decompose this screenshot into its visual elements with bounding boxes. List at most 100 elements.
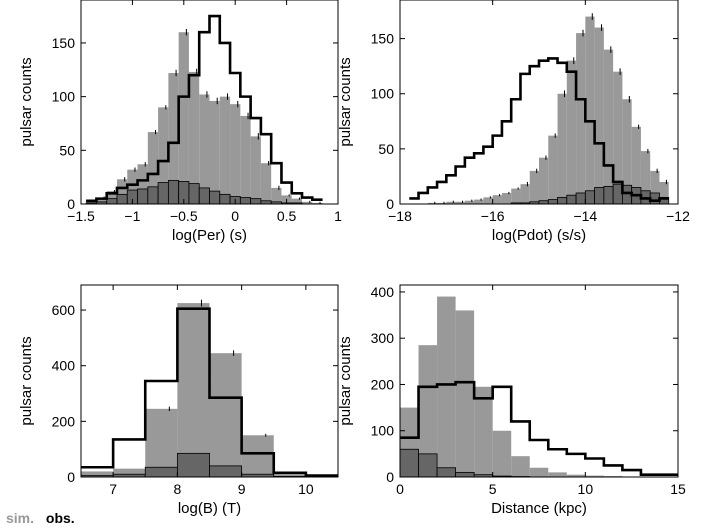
obs-bar — [594, 187, 605, 205]
obs-bar — [209, 465, 243, 478]
sim-bar — [631, 126, 641, 204]
plot-frame — [399, 284, 679, 478]
y-tick-label: 200 — [52, 413, 76, 429]
sim-bar — [145, 408, 178, 477]
sim-bar — [219, 96, 231, 204]
distance-histogram-panel: 0 5 10 15 0 100 200 300 400 Distance (kpc) pulsar … — [337, 284, 686, 517]
sim-bar — [178, 32, 189, 204]
sim-bar — [106, 191, 117, 204]
x-tick-label: 10 — [578, 481, 594, 497]
obs-bar — [455, 471, 475, 478]
model-step-line — [409, 57, 669, 202]
sim-bar — [492, 195, 502, 204]
sim-bar — [576, 33, 586, 204]
sim-bar — [529, 170, 539, 204]
sim-bar — [209, 353, 242, 477]
sim-bar — [594, 27, 604, 205]
obs-bar — [198, 187, 210, 205]
x-tick-label: 1 — [334, 208, 342, 224]
sim-bar — [271, 187, 282, 204]
sim-bar — [86, 200, 97, 204]
obs-bar — [418, 453, 438, 478]
sim-bar — [548, 472, 567, 477]
field-histogram-panel: 7 8 9 10 0 200 400 600 log(B) (T) pulsar counts — [18, 284, 339, 517]
plot-frame — [80, 0, 339, 205]
sim-bar — [199, 94, 210, 204]
y-tick-label: 100 — [371, 423, 395, 439]
sim-bar — [511, 456, 530, 477]
sim-bar — [168, 73, 179, 204]
x-tick-label: 7 — [109, 481, 117, 497]
obs-bar — [603, 185, 614, 205]
model-step-line — [81, 307, 338, 477]
model-step-line — [400, 380, 678, 476]
sim-bar — [96, 197, 107, 204]
sim-bar — [622, 99, 632, 204]
x-tick-label: 0 — [396, 481, 404, 497]
x-axis-label: Distance (kpc) — [491, 500, 587, 517]
obs-bar — [239, 197, 252, 205]
obs-bar — [575, 192, 586, 205]
sim-bar — [474, 386, 493, 477]
x-tick-label: −12 — [666, 208, 690, 224]
obs-bar — [219, 193, 231, 205]
y-tick-label: 200 — [371, 376, 395, 392]
sim-bar — [273, 474, 306, 477]
y-tick-label: 100 — [52, 89, 76, 105]
sim-bar — [427, 202, 438, 204]
obs-bar — [399, 448, 419, 478]
sim-bar — [520, 184, 530, 204]
x-axis-label: log(Pdot) (s/s) — [492, 227, 586, 244]
x-tick-label: −14 — [573, 208, 597, 224]
sim-bar — [548, 135, 558, 204]
x-tick-label: 15 — [670, 481, 686, 497]
x-tick-label: −0.5 — [170, 208, 198, 224]
y-tick-label: 0 — [67, 196, 75, 212]
sim-bar — [483, 197, 493, 204]
x-tick-label: −18 — [388, 208, 412, 224]
y-axis-label: pulsar counts — [337, 57, 354, 146]
obs-bar — [209, 190, 221, 205]
sim-bar — [474, 199, 484, 204]
obs-bar — [106, 198, 118, 205]
x-axis-label: log(B) (T) — [178, 500, 241, 517]
sim-bar — [603, 49, 614, 205]
plot-frame — [399, 0, 679, 205]
x-tick-label: 0 — [231, 208, 239, 224]
x-tick-label: −1.5 — [67, 208, 95, 224]
x-tick-label: 10 — [298, 481, 314, 497]
legend-obs-label: obs. — [45, 510, 75, 526]
obs-bar — [547, 199, 558, 205]
y-tick-label: 400 — [52, 358, 76, 374]
sim-bar — [137, 164, 148, 204]
y-tick-label: 0 — [386, 196, 394, 212]
obs-bar — [188, 183, 200, 205]
y-tick-label: 150 — [52, 35, 76, 51]
sim-bar — [613, 71, 623, 204]
sim-bar — [464, 200, 475, 204]
legend-sim-label: sim. — [6, 510, 35, 526]
x-tick-label: −1 — [124, 208, 140, 224]
y-tick-label: 600 — [52, 302, 76, 318]
sim-bar — [240, 115, 251, 204]
sim-bar — [147, 132, 159, 204]
sim-bar — [250, 136, 261, 204]
sim-bar — [241, 435, 274, 477]
sim-bar — [230, 104, 241, 204]
sim-bar — [455, 310, 475, 477]
obs-bar — [584, 190, 595, 205]
sim-bar — [418, 345, 438, 477]
obs-bar — [566, 194, 577, 205]
sim-bar — [209, 100, 220, 204]
sim-bar — [455, 201, 465, 204]
sim-bar — [492, 430, 512, 477]
sim-bar — [116, 179, 128, 204]
sim-bar — [302, 201, 313, 204]
y-tick-label: 50 — [59, 142, 75, 158]
y-axis-label: pulsar counts — [337, 336, 354, 425]
sim-bar — [566, 474, 586, 477]
sim-bar — [539, 157, 549, 204]
y-axis-label: pulsar counts — [18, 57, 35, 146]
sim-bar — [659, 181, 669, 204]
obs-bar — [137, 188, 149, 205]
